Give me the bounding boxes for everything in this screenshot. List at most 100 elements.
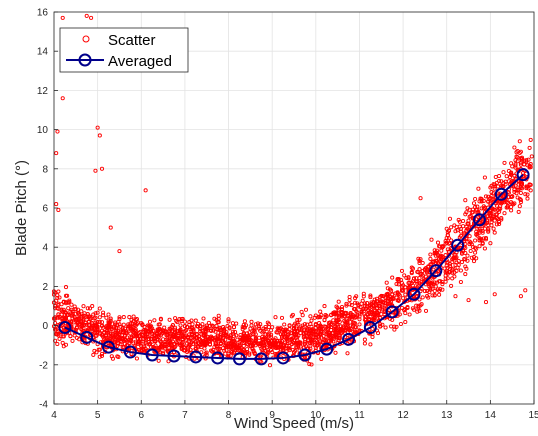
scatter-point bbox=[182, 329, 187, 334]
scatter-point bbox=[210, 323, 215, 328]
scatter-point bbox=[226, 341, 231, 346]
scatter-point bbox=[147, 342, 153, 347]
scatter-point bbox=[177, 336, 182, 342]
scatter-point bbox=[251, 332, 256, 337]
scatter-point bbox=[499, 215, 504, 221]
scatter-point bbox=[301, 335, 306, 340]
scatter-point bbox=[399, 288, 405, 293]
scatter-point bbox=[456, 262, 461, 268]
scatter-point bbox=[479, 206, 484, 211]
scatter-point bbox=[283, 331, 288, 336]
scatter-point bbox=[92, 330, 97, 335]
scatter-point bbox=[473, 250, 478, 255]
scatter-point bbox=[93, 315, 98, 320]
scatter-point bbox=[415, 279, 420, 284]
scatter-point bbox=[329, 339, 334, 344]
scatter-point bbox=[491, 226, 496, 231]
scatter-point bbox=[341, 327, 346, 332]
scatter-point bbox=[54, 151, 59, 156]
scatter-point bbox=[406, 276, 411, 281]
scatter-point bbox=[287, 323, 292, 328]
scatter-point bbox=[333, 311, 338, 316]
scatter-point bbox=[278, 340, 283, 345]
scatter-point bbox=[489, 217, 494, 222]
scatter-point bbox=[245, 341, 250, 346]
scatter-point bbox=[492, 230, 497, 235]
scatter-point bbox=[300, 323, 305, 328]
scatter-point bbox=[99, 333, 105, 338]
scatter-point bbox=[370, 310, 375, 315]
scatter-point bbox=[234, 333, 239, 338]
scatter-point bbox=[106, 325, 111, 330]
scatter-point bbox=[308, 322, 313, 327]
scatter-point bbox=[516, 209, 521, 214]
scatter-point bbox=[301, 331, 306, 336]
scatter-point bbox=[353, 321, 358, 326]
scatter-point bbox=[117, 322, 122, 327]
scatter-point bbox=[137, 340, 142, 345]
scatter-point bbox=[89, 15, 94, 20]
averaged-point bbox=[276, 351, 290, 365]
scatter-point bbox=[190, 338, 195, 343]
x-tick-label: 14 bbox=[485, 410, 497, 421]
legend: Scatter Averaged bbox=[59, 27, 189, 73]
scatter-point bbox=[486, 228, 491, 233]
scatter-point bbox=[224, 330, 229, 335]
scatter-point bbox=[459, 251, 465, 256]
scatter-point bbox=[467, 234, 472, 239]
scatter-point bbox=[327, 320, 333, 325]
legend-scatter-marker bbox=[82, 35, 90, 43]
scatter-point bbox=[466, 298, 471, 303]
scatter-point bbox=[56, 207, 61, 213]
scatter-point bbox=[322, 324, 327, 329]
scatter-point bbox=[133, 334, 138, 339]
scatter-point bbox=[233, 329, 238, 335]
scatter-point bbox=[221, 339, 226, 344]
scatter-point bbox=[367, 303, 372, 308]
scatter-point bbox=[504, 198, 509, 203]
scatter-point bbox=[433, 284, 438, 289]
scatter-point bbox=[465, 253, 470, 258]
scatter-point bbox=[192, 334, 197, 339]
averaged-point bbox=[167, 349, 181, 363]
scatter-point bbox=[394, 324, 399, 329]
scatter-point bbox=[185, 349, 190, 355]
scatter-point bbox=[128, 337, 133, 342]
scatter-point bbox=[132, 330, 137, 335]
scatter-point bbox=[79, 309, 84, 314]
legend-scatter-label: Scatter bbox=[108, 32, 156, 49]
x-tick-label: 10 bbox=[310, 410, 322, 421]
scatter-point bbox=[167, 332, 172, 337]
scatter-point bbox=[195, 321, 201, 326]
scatter-point bbox=[291, 350, 297, 355]
scatter-point bbox=[370, 326, 375, 331]
scatter-point bbox=[371, 303, 376, 308]
scatter-point bbox=[486, 214, 491, 219]
scatter-point bbox=[251, 341, 256, 346]
scatter-point bbox=[120, 336, 125, 341]
scatter-point bbox=[446, 241, 451, 246]
scatter-point bbox=[257, 326, 262, 331]
scatter-point bbox=[230, 329, 235, 334]
scatter-point bbox=[337, 336, 342, 341]
scatter-point bbox=[435, 260, 441, 265]
scatter-point bbox=[319, 356, 324, 362]
scatter-point bbox=[87, 306, 93, 311]
scatter-point bbox=[60, 340, 65, 345]
scatter-point bbox=[284, 345, 289, 350]
scatter-point bbox=[177, 335, 182, 340]
averaged-point bbox=[320, 342, 334, 356]
scatter-point bbox=[199, 345, 204, 350]
scatter-point bbox=[69, 302, 74, 307]
scatter-point bbox=[449, 225, 454, 230]
scatter-point bbox=[263, 324, 268, 330]
scatter-point bbox=[116, 328, 121, 333]
scatter-point bbox=[156, 335, 161, 340]
scatter-point bbox=[378, 294, 383, 300]
scatter-point bbox=[425, 270, 430, 275]
scatter-point bbox=[426, 295, 431, 300]
scatter-point bbox=[482, 246, 487, 251]
scatter-point bbox=[187, 344, 192, 349]
scatter-point bbox=[189, 325, 194, 330]
scatter-point bbox=[242, 351, 247, 356]
